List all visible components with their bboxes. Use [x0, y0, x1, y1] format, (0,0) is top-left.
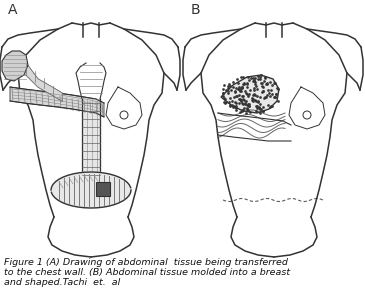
Text: and shaped.Tachi  et.  al: and shaped.Tachi et. al [4, 278, 120, 287]
Polygon shape [2, 51, 28, 81]
Text: Figure 1 (A) Drawing of abdominal  tissue being transferred: Figure 1 (A) Drawing of abdominal tissue… [4, 258, 288, 267]
Text: to the chest wall. (B) Abdominal tissue molded into a breast: to the chest wall. (B) Abdominal tissue … [4, 268, 290, 277]
Polygon shape [10, 87, 104, 117]
Polygon shape [51, 172, 131, 208]
Text: B: B [191, 3, 201, 17]
Text: A: A [8, 3, 18, 17]
Polygon shape [221, 75, 279, 113]
FancyBboxPatch shape [96, 182, 110, 196]
Polygon shape [26, 63, 62, 101]
